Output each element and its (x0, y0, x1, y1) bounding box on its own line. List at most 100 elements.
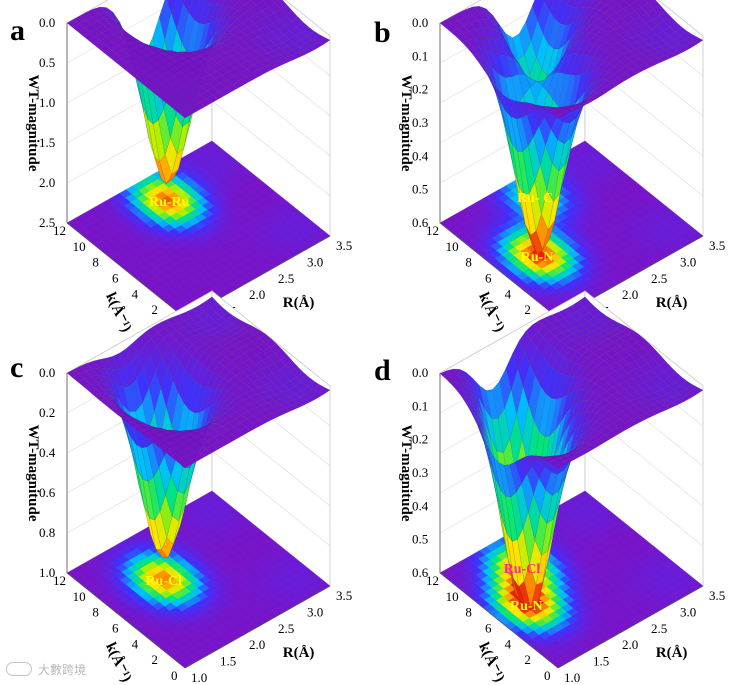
surface-cell (557, 121, 570, 145)
surface-cell (204, 3, 217, 25)
surface-cell (558, 459, 571, 492)
k-tick-label: 6 (485, 271, 492, 286)
surface-cell (88, 388, 101, 396)
surface-cell (236, 49, 250, 58)
surface-cell (626, 412, 639, 420)
r-tick-label: 1.5 (593, 654, 609, 669)
surface-cell (630, 384, 644, 393)
surface-cell (101, 387, 114, 400)
surface-cell (552, 460, 565, 469)
k-tick-label: 4 (132, 286, 139, 301)
surface-cell (235, 407, 249, 416)
floor-cell (578, 140, 591, 150)
z-tick-label: 0.2 (412, 432, 428, 447)
z-tick-label: 1.0 (39, 95, 55, 110)
z-tick-label: 0.5 (412, 532, 428, 547)
surface-cell (228, 338, 241, 346)
k-tick-label: 0 (171, 668, 178, 683)
surface-cell (173, 455, 187, 464)
surface-cell (125, 66, 139, 76)
surface-cell (615, 403, 628, 412)
surface-cell (272, 369, 285, 380)
surface-cell (598, 398, 611, 408)
surface-cell (588, 307, 602, 318)
k-tick-label: 8 (92, 255, 99, 270)
surface-cell (216, 339, 229, 347)
k-tick-label: 10 (73, 239, 86, 254)
surface-cell (249, 354, 263, 365)
z-axis-title: WT-magnitude (25, 425, 41, 522)
k-tick-label: 4 (132, 636, 139, 651)
floor-contour (66, 140, 331, 319)
surface-cell (237, 321, 250, 330)
surface-cell (95, 381, 109, 392)
surface-cell (199, 1, 212, 25)
surface-cell (175, 54, 189, 62)
z-tick-label: 0.6 (39, 485, 56, 500)
surface-cell (226, 315, 240, 325)
surface-cell (567, 327, 581, 335)
surface-cell (124, 360, 138, 387)
surface-cell (635, 347, 649, 358)
k-tick-label: 12 (426, 223, 439, 238)
z-tick-label: 0.4 (412, 498, 429, 513)
surface-cell (645, 54, 659, 61)
surface-cell (143, 505, 157, 550)
surface-cell (203, 19, 216, 51)
surface-cell (130, 422, 144, 430)
surface-cell (253, 369, 267, 380)
surface-cell (512, 340, 525, 370)
surface-cell (90, 375, 104, 383)
k-tick-label: 12 (426, 573, 439, 588)
surface-cell (219, 400, 233, 410)
peak-annotation: Ru-Ru (149, 195, 190, 210)
z-tick-label: 2.5 (39, 215, 55, 230)
surface-cell (209, 423, 223, 431)
surface-cell (218, 407, 232, 415)
z-tick-label: 0.1 (412, 398, 428, 413)
surface-cell (451, 375, 465, 385)
surface-cell (281, 389, 295, 397)
surface-cell (157, 92, 171, 101)
surface-cell (271, 410, 285, 418)
surface-cell (183, 376, 196, 411)
surface-cell (684, 41, 697, 49)
surface-cell (605, 81, 618, 90)
surface-cell (121, 411, 134, 419)
surface-cell (509, 414, 523, 472)
surface-cell (241, 411, 254, 420)
surface-cell (658, 10, 672, 22)
surface-cell (205, 444, 219, 454)
z-tick-label: 0.0 (39, 365, 55, 380)
surface-cell (106, 7, 119, 24)
z-tick-label: 1.0 (39, 565, 55, 580)
surface (66, 296, 331, 559)
k-tick-label: 2 (151, 652, 158, 667)
surface-cell (657, 405, 671, 412)
k-tick-label: 12 (53, 223, 66, 238)
surface-cell (136, 83, 150, 139)
surface-cell (213, 16, 227, 36)
panel-d: d1.01.52.02.53.03.50246810120.00.10.20.3… (374, 290, 725, 685)
surface-cell (304, 45, 318, 53)
surface-cell (124, 35, 139, 41)
surface-cell (178, 369, 191, 404)
surface-cell (118, 366, 131, 388)
surface-cell (147, 83, 160, 93)
surface-cell (466, 372, 479, 397)
surface-cell (529, 180, 542, 231)
surface-cell (620, 373, 633, 382)
surface-cell (658, 399, 672, 406)
surface-cell (632, 409, 646, 417)
k-tick-label: 2 (524, 652, 531, 667)
surface-cell (210, 302, 223, 313)
surface-cell (136, 75, 149, 84)
surface-cell (238, 426, 252, 435)
surface-cell (533, 125, 546, 165)
surface-cell (215, 67, 229, 76)
surface-cell (135, 42, 149, 49)
surface-cell (209, 42, 222, 48)
z-tick-label: 0.3 (412, 465, 428, 480)
r-tick-label: 1.5 (220, 654, 236, 669)
surface-cell (466, 46, 480, 56)
